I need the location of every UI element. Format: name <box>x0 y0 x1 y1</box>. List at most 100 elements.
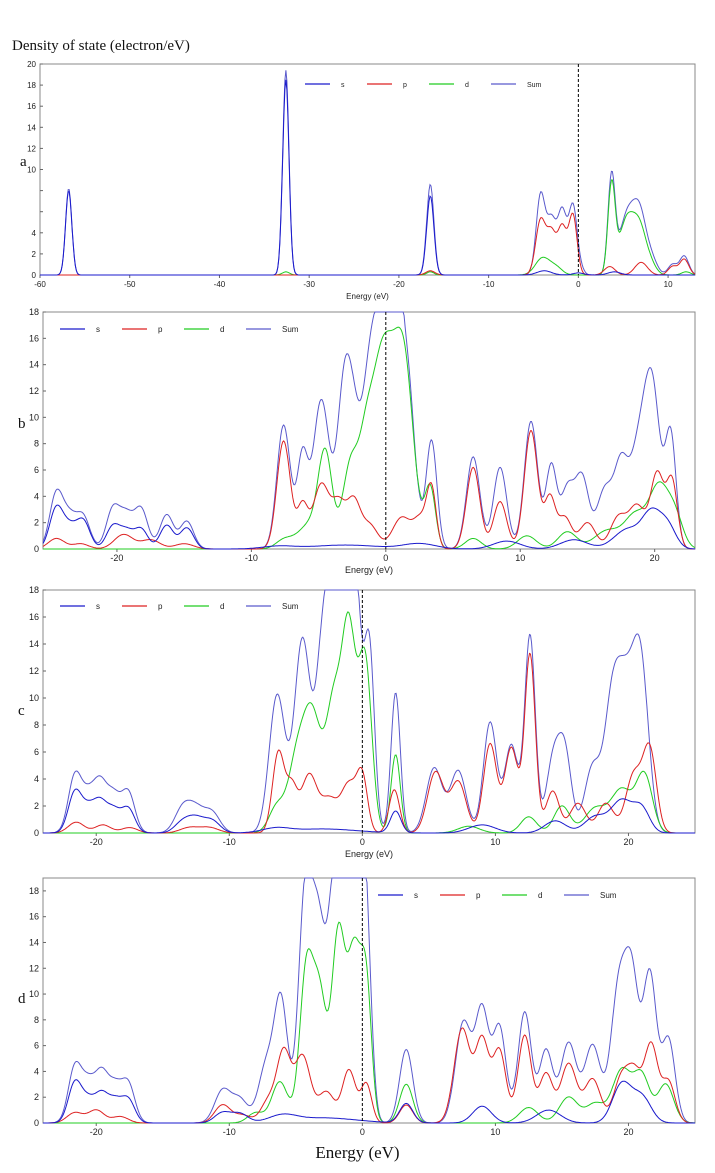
y-tick-label: 6 <box>34 465 39 475</box>
x-tick-label: -10 <box>223 1127 236 1137</box>
x-tick-label: 20 <box>623 1127 633 1137</box>
x-tick-label: -20 <box>110 553 123 563</box>
series-d-line <box>43 326 696 550</box>
plot-frame <box>42 311 696 550</box>
panel-c: c 0 2 4 6 8 10 12 14 16 18 -20 -10 0 10 20 Energy (eV) s p… <box>18 585 696 859</box>
x-tick-label: 10 <box>490 837 500 847</box>
legend-label-sum: Sum <box>600 891 617 900</box>
y-tick-label: 10 <box>29 412 39 422</box>
y-tick-label: 10 <box>29 989 39 999</box>
y-tick-label: 18 <box>29 585 39 595</box>
panel-b: b 0 2 4 6 8 10 12 14 16 18 -20 -10 0 10 20 Energy (eV) s p… <box>18 307 696 575</box>
legend-label-d: d <box>538 891 542 900</box>
series-s-line <box>43 788 695 834</box>
legend-label-s: s <box>96 325 100 334</box>
panel-label: d <box>18 991 26 1007</box>
series-d-line <box>40 179 696 276</box>
y-tick-label: 10 <box>27 166 36 175</box>
x-tick-label: 20 <box>650 553 660 563</box>
y-tick-label: 14 <box>29 360 39 370</box>
x-tick-label: 0 <box>383 553 388 563</box>
series-sum-line <box>40 70 696 276</box>
y-tick-label: 4 <box>32 229 37 238</box>
x-tick-label: -20 <box>90 837 103 847</box>
y-tick-label: 6 <box>34 747 39 757</box>
x-tick-label: -20 <box>90 1127 103 1137</box>
y-tick-label: 12 <box>29 386 39 396</box>
y-tick-label: 12 <box>27 144 36 153</box>
y-tick-label: 8 <box>34 1015 39 1025</box>
x-tick-label: 0 <box>360 1127 365 1137</box>
legend: s p d Sum <box>378 891 617 900</box>
figure-xlabel: Energy (eV) <box>315 1143 400 1162</box>
panel-a: a 0 2 4 10 12 14 16 18 20 -60 -50 -40 -30 -20 -10 0 10 Ene… <box>20 60 696 301</box>
legend-label-p: p <box>476 891 481 900</box>
legend-label-s: s <box>414 891 418 900</box>
series-sum-line <box>43 589 695 834</box>
y-tick-label: 4 <box>34 1066 39 1076</box>
x-tick-label: 10 <box>664 280 673 289</box>
y-tick-label: 0 <box>32 271 37 280</box>
legend-label-sum: Sum <box>527 82 542 89</box>
y-tick-label: 10 <box>29 693 39 703</box>
plot-frame <box>42 877 696 1124</box>
x-tick-label: 10 <box>515 553 525 563</box>
y-tick-label: 18 <box>29 886 39 896</box>
y-tick-label: 2 <box>34 518 39 528</box>
plot-frame <box>39 63 696 276</box>
series-sum-line <box>42 311 695 550</box>
figure-ylabel: Density of state (electron/eV) <box>12 38 190 54</box>
y-tick-label: 0 <box>34 544 39 554</box>
series-p-line <box>43 1027 695 1124</box>
panel-label: c <box>18 703 25 719</box>
x-tick-label: 0 <box>576 280 581 289</box>
series-s-line <box>43 1079 695 1124</box>
y-tick-label: 14 <box>27 123 36 132</box>
x-tick-label: 10 <box>490 1127 500 1137</box>
x-tick-label: -40 <box>214 280 226 289</box>
x-tick-label: -50 <box>124 280 136 289</box>
legend: s p d Sum <box>60 602 299 611</box>
y-tick-label: 0 <box>34 828 39 838</box>
y-tick-label: 4 <box>34 491 39 501</box>
legend-label-p: p <box>158 325 163 334</box>
x-tick-label: -60 <box>34 280 46 289</box>
legend-label-d: d <box>465 82 469 89</box>
y-tick-label: 18 <box>29 307 39 317</box>
panel-label: b <box>18 416 26 432</box>
legend-label-p: p <box>403 82 407 89</box>
x-axis-label: Energy (eV) <box>345 565 393 575</box>
x-tick-label: 0 <box>360 837 365 847</box>
y-tick-label: 12 <box>29 666 39 676</box>
series-d-line <box>43 921 696 1124</box>
legend-label-d: d <box>220 602 224 611</box>
series-s-line <box>42 504 695 550</box>
y-tick-label: 2 <box>34 1092 39 1102</box>
y-tick-label: 16 <box>29 333 39 343</box>
y-tick-label: 18 <box>27 81 36 90</box>
legend-label-sum: Sum <box>282 602 299 611</box>
legend: s p d Sum <box>60 325 299 334</box>
series-d-line <box>43 611 695 834</box>
x-tick-label: -10 <box>483 280 495 289</box>
x-tick-label: 20 <box>623 837 633 847</box>
y-tick-label: 2 <box>34 801 39 811</box>
legend-label-s: s <box>341 82 345 89</box>
x-tick-label: -20 <box>393 280 405 289</box>
x-tick-label: -10 <box>245 553 258 563</box>
legend-label-s: s <box>96 602 100 611</box>
x-tick-label: -30 <box>303 280 315 289</box>
x-tick-label: -10 <box>223 837 236 847</box>
series-s-line <box>40 79 695 276</box>
y-tick-label: 16 <box>29 912 39 922</box>
legend-label-d: d <box>220 325 224 334</box>
y-tick-label: 14 <box>29 937 39 947</box>
y-tick-label: 16 <box>27 102 36 111</box>
x-axis-label: Energy (eV) <box>345 849 393 859</box>
y-tick-label: 8 <box>34 720 39 730</box>
legend-label-sum: Sum <box>282 325 299 334</box>
y-tick-label: 2 <box>32 250 37 259</box>
y-tick-label: 12 <box>29 963 39 973</box>
y-tick-label: 0 <box>34 1118 39 1128</box>
y-tick-label: 16 <box>29 612 39 622</box>
